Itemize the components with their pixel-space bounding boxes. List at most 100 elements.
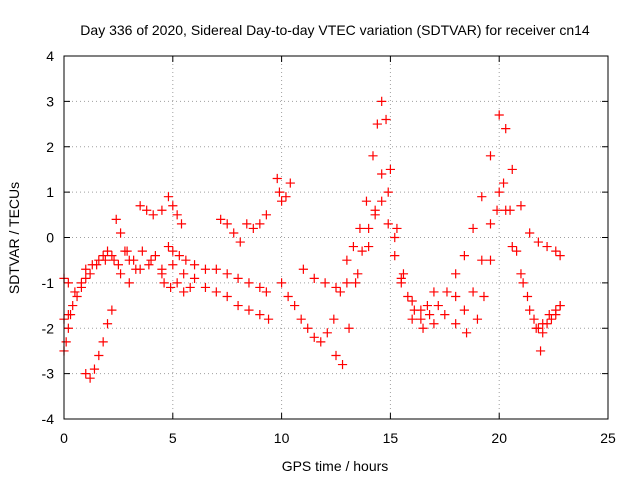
data-point (442, 287, 452, 297)
data-point (189, 260, 200, 270)
series-track-k (331, 196, 439, 370)
data-point (353, 269, 363, 279)
data-point (451, 269, 461, 279)
data-point (81, 264, 91, 274)
data-point (507, 164, 517, 175)
data-point (281, 192, 291, 202)
data-point (65, 310, 76, 320)
data-point (200, 282, 211, 293)
data-point (137, 246, 147, 256)
data-point (512, 246, 522, 256)
series-track-c (59, 310, 76, 356)
data-point (422, 300, 432, 311)
data-point (92, 260, 102, 270)
y-tick-label: -2 (42, 320, 55, 336)
series-track-d (81, 305, 117, 383)
data-point (163, 192, 174, 202)
data-point (248, 223, 258, 234)
data-point (390, 232, 400, 243)
data-point (172, 278, 182, 288)
chart-title: Day 336 of 2020, Sidereal Day-to-day VTE… (80, 22, 590, 38)
data-point (461, 328, 472, 338)
series-track-b (59, 246, 274, 324)
series-track-g (216, 210, 271, 247)
data-point (242, 219, 252, 229)
data-point (277, 196, 287, 206)
data-point (263, 314, 274, 324)
data-point (468, 223, 478, 234)
data-point (200, 264, 211, 274)
data-point (542, 241, 552, 252)
data-point (459, 305, 469, 315)
data-point (76, 282, 87, 293)
y-tick-label: 4 (46, 48, 54, 64)
x-axis-label: GPS time / hours (282, 458, 389, 474)
data-point (233, 273, 243, 283)
data-point (392, 223, 402, 234)
data-point (303, 323, 313, 333)
data-point (535, 346, 546, 356)
data-point (296, 314, 306, 324)
data-point (316, 337, 326, 347)
data-point (525, 228, 535, 238)
series-track-m (533, 300, 565, 338)
data-point (555, 300, 565, 311)
data-point (102, 319, 113, 329)
data-point (494, 187, 504, 197)
data-point (344, 323, 354, 333)
data-point (179, 287, 189, 297)
series-track-l (451, 187, 546, 356)
x-tick-label: 0 (60, 430, 68, 446)
data-point (166, 282, 176, 293)
data-point (85, 269, 95, 279)
data-point (342, 255, 352, 265)
data-point (285, 178, 295, 188)
data-point (357, 246, 367, 256)
data-point (235, 237, 245, 247)
data-point (342, 278, 352, 288)
data-points (59, 96, 565, 383)
data-point (331, 282, 341, 293)
data-point (418, 323, 428, 333)
x-tick-label: 15 (383, 430, 399, 446)
data-point (472, 314, 483, 324)
plot-frame (63, 55, 609, 420)
data-point (261, 287, 271, 297)
data-point (364, 241, 374, 252)
data-point (189, 273, 200, 283)
data-point (122, 246, 132, 256)
y-tick-label: 2 (46, 139, 54, 155)
data-point (81, 273, 91, 283)
data-point (85, 373, 95, 383)
data-point (277, 278, 287, 288)
grid (64, 56, 608, 419)
data-point (261, 210, 271, 220)
data-point (255, 282, 265, 293)
data-point (355, 223, 365, 234)
data-point (390, 251, 400, 261)
data-point (179, 269, 189, 279)
data-point (501, 205, 511, 215)
data-point (396, 273, 406, 283)
data-point (350, 278, 361, 288)
data-point (322, 328, 332, 338)
data-point (61, 337, 71, 347)
series-track-e (111, 192, 187, 265)
data-point (361, 196, 372, 206)
series-track-j (298, 169, 565, 338)
data-point (168, 201, 178, 211)
data-point (377, 96, 387, 106)
data-point (433, 300, 443, 311)
data-point (222, 269, 232, 279)
data-point (507, 241, 517, 252)
data-point (377, 196, 387, 206)
data-point (320, 278, 330, 288)
data-point (211, 287, 221, 297)
data-point (403, 291, 413, 302)
data-point (72, 291, 82, 302)
data-point (331, 350, 341, 361)
data-point (529, 314, 539, 324)
data-point (498, 178, 509, 188)
data-point (348, 241, 359, 252)
data-point (451, 319, 461, 329)
